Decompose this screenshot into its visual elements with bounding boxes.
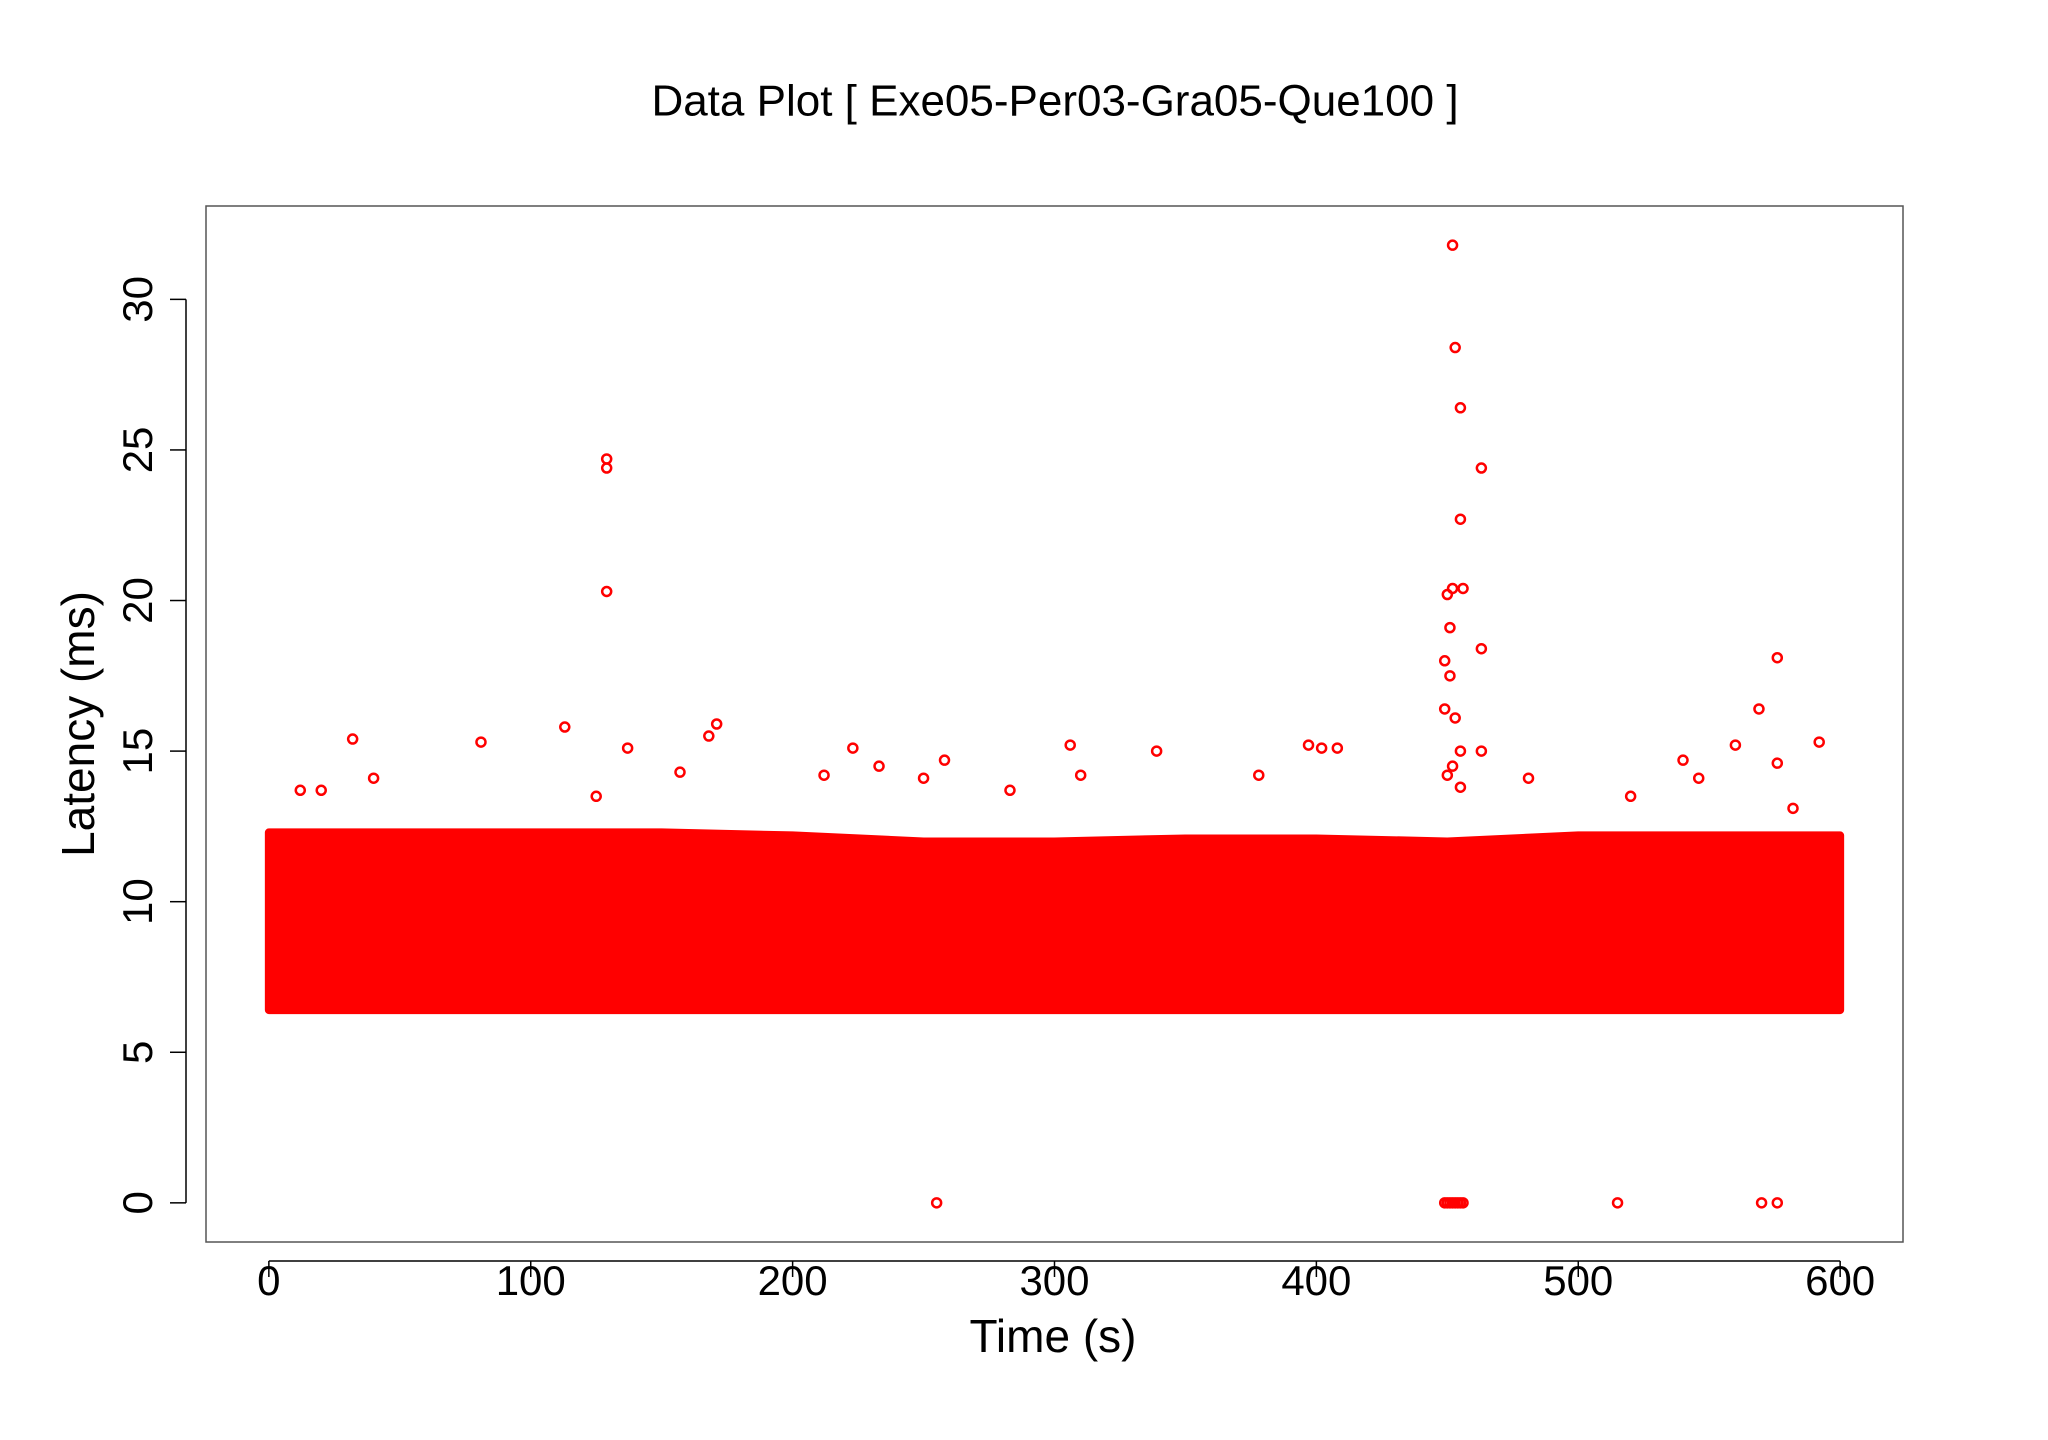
point (1444, 670, 1456, 682)
x-tick-label: 500 (1543, 1257, 1613, 1304)
point (710, 718, 723, 730)
x-tick-label: 300 (1019, 1257, 1089, 1304)
point (346, 733, 359, 745)
point (1449, 341, 1461, 354)
point (1441, 588, 1454, 601)
point (873, 760, 885, 772)
point (1253, 769, 1265, 781)
x-tick-label: 0 (257, 1257, 280, 1304)
point (1302, 739, 1315, 751)
point (600, 585, 613, 598)
point (1454, 781, 1467, 793)
point (475, 736, 487, 748)
point (1624, 790, 1637, 803)
point (1522, 772, 1535, 784)
point (1475, 462, 1488, 474)
point (1457, 582, 1469, 595)
point (1771, 1197, 1784, 1209)
point (1074, 769, 1087, 781)
point (1449, 712, 1461, 724)
x-tick-label: 400 (1281, 1257, 1351, 1304)
point (1729, 739, 1742, 751)
y-tick-label: 0 (114, 1191, 161, 1214)
point (1787, 802, 1799, 815)
y-tick-label: 5 (114, 1041, 161, 1064)
point (930, 1197, 943, 1209)
point (1444, 621, 1456, 634)
point (1438, 655, 1451, 667)
point (1755, 1197, 1768, 1209)
point (1064, 739, 1076, 751)
point (847, 742, 859, 754)
point (1004, 784, 1016, 797)
y-tick-label: 20 (114, 577, 161, 624)
point (1150, 745, 1163, 757)
plot-frame (205, 205, 1904, 1243)
point (1331, 742, 1344, 754)
point (1771, 651, 1784, 664)
x-tick-label: 100 (496, 1257, 566, 1304)
point (1446, 760, 1459, 772)
point (600, 462, 613, 474)
x-tick-label: 600 (1805, 1257, 1875, 1304)
point (1692, 772, 1705, 784)
x-axis-label: Time (s) (970, 1310, 1137, 1362)
point (1457, 1197, 1469, 1209)
dense-band (264, 828, 1845, 1015)
point (917, 772, 930, 784)
y-tick-label: 10 (114, 878, 161, 925)
point (367, 772, 380, 784)
x-tick-label: 200 (758, 1257, 828, 1304)
point (938, 754, 951, 766)
y-tick-label: 30 (114, 276, 161, 323)
point (1315, 742, 1328, 754)
point (294, 784, 307, 797)
point (1475, 745, 1488, 757)
point (818, 769, 830, 781)
point (1454, 402, 1467, 414)
point (590, 790, 602, 803)
point (1611, 1197, 1624, 1209)
chart-title: Data Plot [ Exe05-Per03-Gra05-Que100 ] (651, 77, 1458, 126)
point (1454, 513, 1467, 525)
point (315, 784, 327, 797)
point (559, 721, 571, 733)
point (703, 730, 715, 742)
point (1475, 642, 1488, 655)
point (1813, 736, 1825, 748)
point (1677, 754, 1689, 766)
point (674, 766, 686, 778)
y-tick-label: 25 (114, 427, 161, 474)
point (1771, 757, 1784, 769)
point (1438, 703, 1451, 715)
point (1446, 239, 1459, 251)
point (1454, 745, 1467, 757)
y-axis-label: Latency (ms) (52, 591, 104, 857)
point (600, 453, 613, 465)
point (1441, 769, 1454, 781)
y-tick-label: 15 (114, 728, 161, 775)
point (1753, 703, 1765, 715)
point (621, 742, 634, 754)
